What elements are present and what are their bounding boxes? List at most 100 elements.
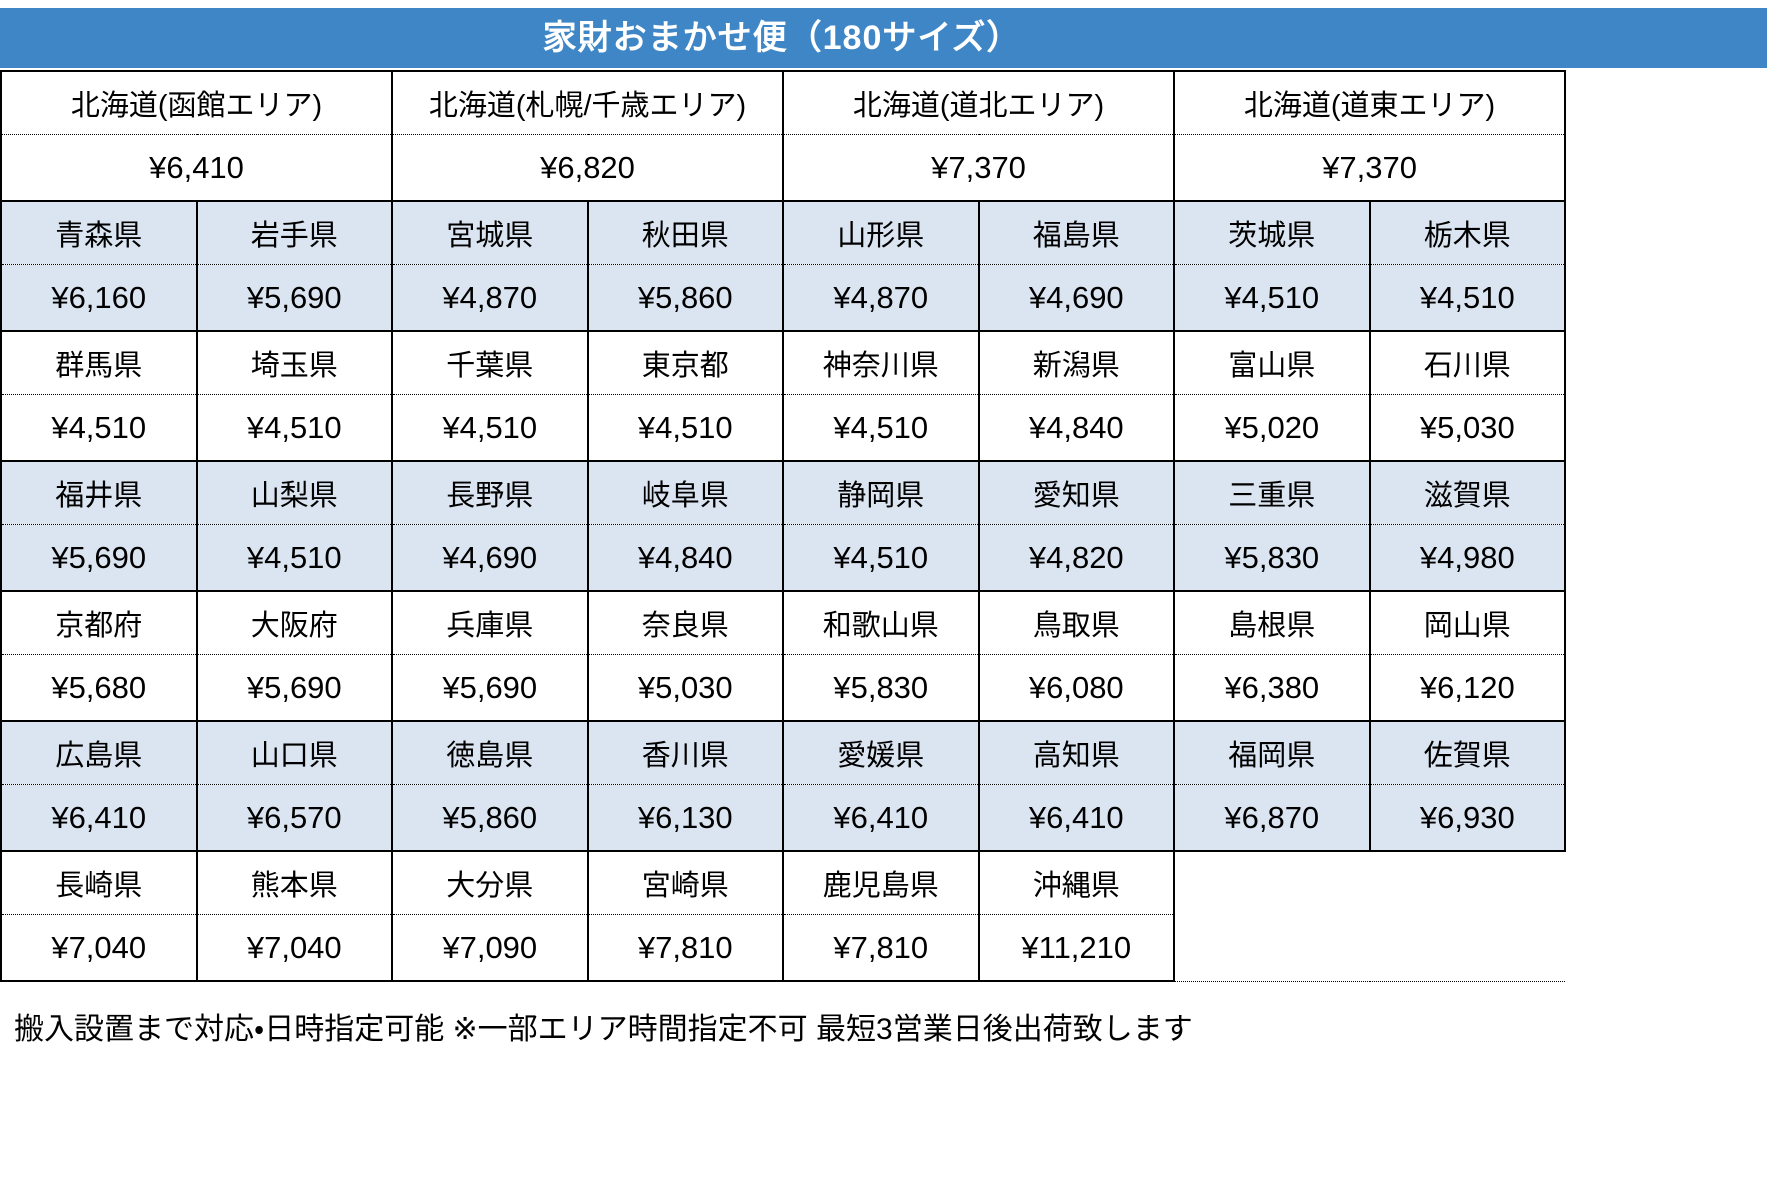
price-cell: ¥6,120 (1368, 654, 1567, 722)
price-cell: ¥4,510 (391, 394, 589, 462)
prefecture-name-cell: 岐阜県 (586, 460, 785, 525)
prefecture-name-cell: 新潟県 (977, 330, 1176, 395)
prefecture-name-cell: 三重県 (1173, 460, 1371, 525)
price-cell: ¥6,410 (782, 784, 980, 852)
price-cell: ¥5,830 (782, 654, 980, 722)
prefecture-name-cell: 愛媛県 (782, 720, 980, 785)
price-row: ¥5,690 ¥4,510 ¥4,690 ¥4,840 ¥4,510 ¥4,82… (0, 524, 1567, 592)
prefecture-name-cell: 和歌山県 (782, 590, 980, 655)
price-cell: ¥5,690 (195, 264, 394, 332)
price-cell: ¥4,870 (391, 264, 589, 332)
price-row: ¥4,510 ¥4,510 ¥4,510 ¥4,510 ¥4,510 ¥4,84… (0, 394, 1567, 462)
prefecture-name-cell: 鳥取県 (977, 590, 1176, 655)
prefecture-name-cell: 滋賀県 (1368, 460, 1567, 525)
price-cell: ¥6,410 (977, 784, 1176, 852)
prefecture-name-cell: 山形県 (782, 200, 980, 265)
price-cell: ¥7,810 (782, 914, 980, 982)
price-cell: ¥7,810 (586, 914, 785, 982)
prefecture-name-cell: 愛知県 (977, 460, 1176, 525)
prefecture-name-cell: 山梨県 (195, 460, 394, 525)
prefecture-name-cell: 秋田県 (586, 200, 785, 265)
price-row: ¥6,160 ¥5,690 ¥4,870 ¥5,860 ¥4,870 ¥4,69… (0, 264, 1567, 332)
prefecture-name-cell: 岡山県 (1368, 590, 1567, 655)
prefecture-name-cell: 茨城県 (1173, 200, 1371, 265)
prefecture-name-cell: 島根県 (1173, 590, 1371, 655)
price-cell: ¥6,820 (391, 134, 785, 202)
hokkaido-area-row: 北海道(函館エリア) 北海道(札幌/千歳エリア) 北海道(道北エリア) 北海道(… (0, 70, 1567, 135)
prefecture-name-row: 群馬県 埼玉県 千葉県 東京都 神奈川県 新潟県 富山県 石川県 (0, 330, 1567, 395)
prefecture-name-cell: 群馬県 (0, 330, 198, 395)
hokkaido-price-row: ¥6,410 ¥6,820 ¥7,370 ¥7,370 (0, 134, 1567, 202)
price-cell: ¥4,820 (977, 524, 1176, 592)
prefecture-name-cell: 徳島県 (391, 720, 589, 785)
price-cell: ¥5,860 (391, 784, 589, 852)
prefecture-name-cell: 広島県 (0, 720, 198, 785)
prefecture-name-cell: 高知県 (977, 720, 1176, 785)
price-cell: ¥7,040 (195, 914, 394, 982)
title-bar: 家財おまかせ便（180サイズ） (0, 8, 1767, 68)
area-name-cell: 北海道(札幌/千歳エリア) (391, 70, 785, 135)
empty-cell (1174, 851, 1566, 982)
prefecture-name-cell: 福島県 (977, 200, 1176, 265)
price-cell: ¥6,130 (586, 784, 785, 852)
prefecture-name-cell: 山口県 (195, 720, 394, 785)
price-cell: ¥4,690 (977, 264, 1176, 332)
prefecture-name-cell: 兵庫県 (391, 590, 589, 655)
prefecture-name-row: 京都府 大阪府 兵庫県 奈良県 和歌山県 鳥取県 島根県 岡山県 (0, 590, 1567, 655)
footer-note: 搬入設置まで対応・日時指定可能 ※一部エリア時間指定不可 最短3営業日後出荷致し… (14, 1013, 1193, 1046)
prefecture-name-cell: 宮城県 (391, 200, 589, 265)
area-name-cell: 北海道(道東エリア) (1173, 70, 1567, 135)
price-cell: ¥4,980 (1368, 524, 1567, 592)
price-cell: ¥5,690 (195, 654, 394, 722)
prefecture-name-cell: 富山県 (1173, 330, 1371, 395)
prefecture-name-cell: 静岡県 (782, 460, 980, 525)
price-cell: ¥5,680 (0, 654, 198, 722)
price-cell: ¥4,510 (782, 524, 980, 592)
price-cell: ¥6,160 (0, 264, 198, 332)
prefecture-name-cell: 青森県 (0, 200, 198, 265)
price-cell: ¥5,690 (0, 524, 198, 592)
price-row: ¥7,040 ¥7,040 ¥7,090 ¥7,810 ¥7,810 ¥11,2… (0, 914, 1565, 982)
price-cell: ¥4,840 (977, 394, 1176, 462)
prefecture-name-cell: 鹿児島県 (782, 850, 980, 915)
prefecture-name-row: 長崎県 熊本県 大分県 宮崎県 鹿児島県 沖縄県 (0, 850, 1566, 982)
prefecture-name-cell: 栃木県 (1368, 200, 1567, 265)
prefecture-name-cell: 熊本県 (195, 850, 394, 915)
price-cell: ¥4,510 (195, 394, 394, 462)
price-cell: ¥4,510 (195, 524, 394, 592)
price-cell: ¥6,870 (1173, 784, 1371, 852)
price-cell: ¥7,090 (391, 914, 589, 982)
price-cell: ¥5,690 (391, 654, 589, 722)
area-name-cell: 北海道(函館エリア) (0, 70, 394, 135)
prefecture-name-cell: 千葉県 (391, 330, 589, 395)
price-cell: ¥4,870 (782, 264, 980, 332)
price-cell: ¥4,510 (0, 394, 198, 462)
price-cell: ¥6,410 (0, 784, 198, 852)
prefecture-name-cell: 宮崎県 (586, 850, 785, 915)
prefecture-name-cell: 長野県 (391, 460, 589, 525)
price-cell: ¥6,930 (1368, 784, 1567, 852)
price-row: ¥5,680 ¥5,690 ¥5,690 ¥5,030 ¥5,830 ¥6,08… (0, 654, 1567, 722)
price-cell: ¥4,510 (782, 394, 980, 462)
page-title: 家財おまかせ便（180サイズ） (542, 19, 1022, 57)
price-cell: ¥7,370 (1173, 134, 1567, 202)
prefecture-name-cell: 神奈川県 (782, 330, 980, 395)
area-name-cell: 北海道(道北エリア) (782, 70, 1176, 135)
price-cell: ¥7,040 (0, 914, 198, 982)
prefecture-name-cell: 埼玉県 (195, 330, 394, 395)
prefecture-name-cell: 長崎県 (0, 850, 198, 915)
prefecture-name-cell: 大阪府 (195, 590, 394, 655)
price-cell: ¥4,840 (586, 524, 785, 592)
prefecture-name-cell: 香川県 (586, 720, 785, 785)
price-cell: ¥6,410 (0, 134, 394, 202)
price-cell: ¥5,830 (1173, 524, 1371, 592)
prefecture-name-cell: 石川県 (1368, 330, 1567, 395)
price-cell: ¥4,510 (1173, 264, 1371, 332)
price-cell: ¥5,860 (586, 264, 785, 332)
price-cell: ¥5,030 (586, 654, 785, 722)
prefecture-name-row: 広島県 山口県 徳島県 香川県 愛媛県 高知県 福岡県 佐賀県 (0, 720, 1567, 785)
shipping-price-table: 北海道(函館エリア) 北海道(札幌/千歳エリア) 北海道(道北エリア) 北海道(… (0, 70, 1567, 982)
prefecture-name-cell: 奈良県 (586, 590, 785, 655)
price-cell: ¥6,080 (977, 654, 1176, 722)
prefecture-name-cell: 沖縄県 (977, 850, 1176, 915)
